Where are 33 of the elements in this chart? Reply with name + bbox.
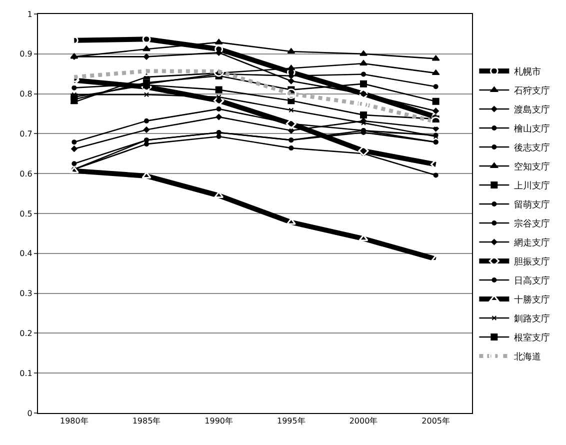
x-tick-label: 1985年 [132, 416, 161, 426]
legend-label: 網走支庁 [513, 238, 550, 249]
legend-label: 渡島支庁 [514, 104, 550, 116]
y-tick-label: 0.9 [20, 50, 32, 59]
legend-label: 檜山支庁 [514, 124, 550, 135]
legend-label: 上川支庁 [514, 180, 550, 192]
x-tick-label: 1980年 [60, 416, 88, 426]
y-tick-label: 0.6 [20, 169, 32, 178]
legend-label: 空知支庁 [514, 162, 550, 173]
legend-label: 札幌市 [514, 66, 542, 78]
x-tick-label: 2005年 [422, 416, 450, 426]
legend-label: 根室支庁 [514, 332, 550, 344]
x-tick-label: 1990年 [204, 416, 234, 426]
legend-label: 釧路支庁 [514, 314, 550, 325]
y-tick-label: 1 [27, 10, 32, 19]
y-tick-label: 0.8 [20, 90, 32, 99]
y-tick-label: 0.7 [20, 130, 32, 138]
legend-label: 十勝支庁 [514, 294, 550, 306]
x-tick-label: 2000年 [349, 416, 378, 426]
legend-label: 後志支庁 [514, 142, 550, 154]
legend-label: 日高支庁 [514, 276, 550, 287]
legend-label: 宗谷支庁 [514, 218, 550, 230]
legend-label: 北海道 [514, 352, 542, 363]
legend-label: 留萌支庁 [514, 200, 550, 211]
legend-label: 胆振支庁 [514, 256, 550, 268]
y-tick-label: 0 [27, 408, 32, 418]
y-tick-label: 0.2 [20, 329, 32, 338]
y-tick-label: 0.1 [20, 368, 32, 378]
y-tick-label: 0.4 [20, 249, 32, 258]
x-tick-label: 1995年 [276, 416, 306, 426]
y-tick-label: 0.3 [20, 289, 32, 298]
y-tick-label: 0.5 [20, 209, 32, 218]
legend-label: 石狩支庁 [514, 86, 550, 97]
